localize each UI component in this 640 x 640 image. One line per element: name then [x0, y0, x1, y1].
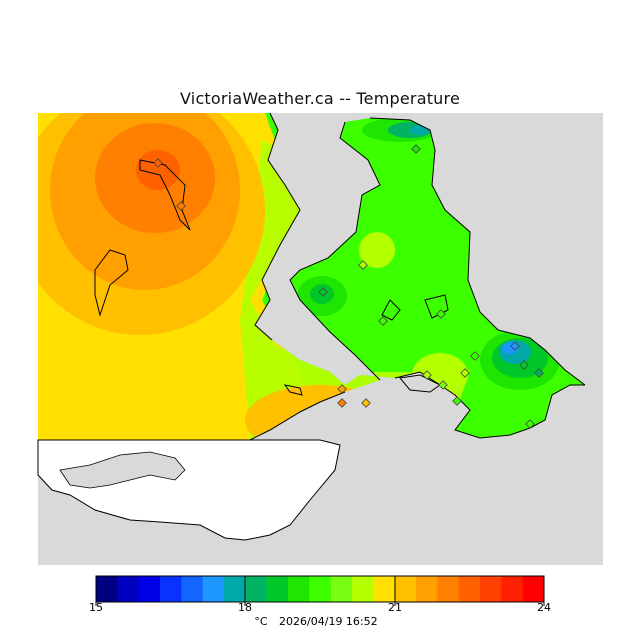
colorbar-tick-label: 24	[537, 601, 551, 614]
map-title: VictoriaWeather.ca -- Temperature	[180, 89, 460, 108]
colorbar-swatch	[309, 576, 332, 602]
colorbar-swatch	[245, 576, 268, 602]
station-marker[interactable]	[438, 380, 448, 390]
station-marker[interactable]	[411, 144, 421, 154]
colorbar-swatch	[480, 576, 502, 602]
colorbar-swatch	[160, 576, 182, 602]
station-marker[interactable]	[460, 368, 470, 378]
colorbar-swatch	[437, 576, 460, 602]
colorbar-swatch	[266, 576, 289, 602]
station-marker[interactable]	[337, 398, 347, 408]
colorbar-caption: °C 2026/04/19 16:52	[254, 615, 385, 628]
station-marker[interactable]	[534, 368, 544, 378]
station-marker[interactable]	[436, 309, 446, 319]
station-marker[interactable]	[337, 384, 347, 394]
station-marker[interactable]	[153, 158, 163, 168]
colorbar-swatch	[117, 576, 140, 602]
station-marker[interactable]	[361, 398, 371, 408]
station-marker[interactable]	[318, 287, 328, 297]
unit-label: °C	[254, 615, 268, 628]
station-marker[interactable]	[176, 201, 186, 211]
station-marker[interactable]	[510, 341, 520, 351]
colorbar-swatch	[373, 576, 396, 602]
colorbar-swatch	[501, 576, 524, 602]
strait-inlet	[59, 451, 186, 489]
colorbar-swatch	[202, 576, 225, 602]
station-marker[interactable]	[378, 316, 388, 326]
colorbar-swatch	[416, 576, 438, 602]
colorbar-swatch	[330, 576, 353, 602]
colorbar-swatch	[352, 576, 374, 602]
colorbar-swatch	[138, 576, 161, 602]
station-marker[interactable]	[422, 370, 432, 380]
colorbar-swatch	[96, 576, 118, 602]
station-marker[interactable]	[358, 260, 368, 270]
colorbar-tick-label: 18	[238, 601, 252, 614]
station-marker[interactable]	[452, 396, 462, 406]
colorbar-swatch	[458, 576, 481, 602]
colorbar-swatch	[394, 576, 417, 602]
colorbar-swatch	[522, 576, 545, 602]
colorbar-tick-label: 21	[388, 601, 402, 614]
station-markers	[153, 144, 544, 429]
station-marker[interactable]	[470, 351, 480, 361]
colorbar-swatch	[224, 576, 246, 602]
colorbar-tick-label: 15	[89, 601, 103, 614]
colorbar-swatch	[288, 576, 310, 602]
colorbar-swatch	[181, 576, 204, 602]
station-marker[interactable]	[519, 360, 529, 370]
temperature-field	[38, 113, 585, 440]
colorbar	[95, 575, 545, 606]
timestamp: 2026/04/19 16:52	[279, 615, 378, 628]
station-marker[interactable]	[525, 419, 535, 429]
